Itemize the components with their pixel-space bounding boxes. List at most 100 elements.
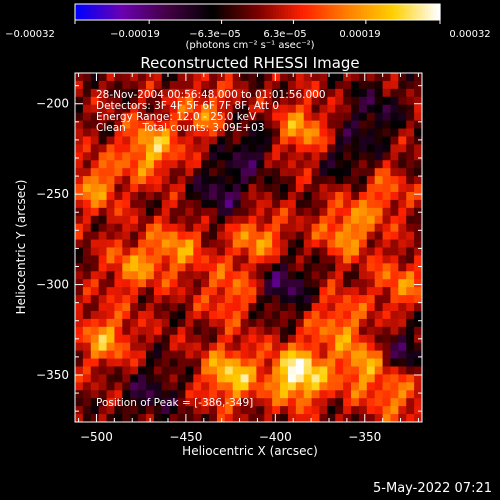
heatmap-cell (209, 326, 218, 336)
heatmap-cell (201, 112, 210, 122)
heatmap-cell (185, 263, 194, 272)
heatmap-cell (343, 318, 352, 328)
heatmap-cell (122, 136, 131, 145)
heatmap-cell (232, 334, 242, 344)
heatmap-cell (161, 231, 171, 241)
heatmap-cell (240, 358, 249, 367)
heatmap-cell (130, 231, 139, 241)
heatmap-cell (153, 88, 163, 98)
heatmap-cell (280, 303, 289, 312)
heatmap-cell (201, 191, 210, 201)
heatmap-cell (193, 263, 202, 272)
heatmap-cell (351, 310, 360, 320)
heatmap-cell (335, 318, 344, 328)
heatmap-cell (382, 231, 391, 241)
heatmap-cell (335, 398, 344, 407)
heatmap-cell (98, 414, 108, 423)
heatmap-cell (287, 184, 297, 193)
heatmap-cell (130, 390, 139, 399)
heatmap-cell (153, 128, 163, 137)
heatmap-cell (374, 207, 384, 217)
heatmap-cell (335, 168, 344, 177)
heatmap-cell (185, 176, 194, 185)
heatmap-cell (366, 334, 376, 344)
heatmap-cell (201, 350, 210, 360)
heatmap-cell (216, 80, 226, 90)
heatmap-cell (98, 358, 108, 367)
heatmap-cell (366, 88, 376, 98)
x-tick-label: −400 (259, 430, 292, 444)
heatmap-cell (398, 366, 407, 375)
heatmap-cell (319, 168, 328, 177)
colorbar-segment (260, 4, 265, 20)
heatmap-cell (122, 152, 131, 161)
heatmap-cell (98, 152, 108, 161)
heatmap-cell (343, 160, 352, 169)
colorbar-segment (160, 4, 164, 20)
heatmap-cell (232, 374, 242, 383)
heatmap-cell (248, 160, 257, 169)
heatmap-cell (272, 144, 281, 153)
heatmap-cell (264, 271, 273, 280)
heatmap-cell (114, 247, 123, 256)
heatmap-cell (82, 358, 92, 367)
heatmap-cell (248, 176, 257, 185)
heatmap-cell (303, 334, 313, 344)
heatmap-cell (98, 334, 108, 344)
heatmap-cell (398, 287, 407, 296)
heatmap-cell (398, 191, 407, 201)
heatmap-cell (303, 295, 313, 304)
heatmap-cell (161, 160, 171, 169)
heatmap-cell (185, 271, 194, 280)
heatmap-cell (351, 318, 360, 328)
heatmap-cell (122, 414, 131, 423)
heatmap-cell (161, 120, 171, 130)
heatmap-cell (201, 326, 210, 336)
heatmap-cell (406, 80, 415, 90)
heatmap-cell (358, 144, 368, 153)
heatmap-cell (122, 247, 131, 256)
heatmap-cell (193, 80, 202, 90)
heatmap-cell (201, 128, 210, 137)
heatmap-cell (319, 136, 328, 145)
heatmap-cell (201, 144, 210, 153)
heatmap-cell (335, 263, 344, 272)
heatmap-cell (240, 374, 249, 383)
heatmap-cell (90, 366, 100, 375)
heatmap-cell (390, 310, 399, 320)
heatmap-cell (177, 414, 186, 423)
heatmap-cell (82, 144, 92, 153)
heatmap-cell (272, 374, 281, 383)
colorbar-segment (324, 4, 329, 20)
heatmap-cell (240, 112, 249, 122)
heatmap-cell (224, 96, 234, 106)
heatmap-cell (382, 176, 391, 185)
heatmap-cell (390, 334, 399, 344)
heatmap-cell (122, 168, 131, 177)
colorbar-segment (93, 4, 97, 20)
heatmap-cell (335, 191, 344, 201)
heatmap-cell (414, 215, 423, 225)
heatmap-cell (98, 191, 108, 201)
heatmap-cell (161, 382, 171, 391)
heatmap-cell (114, 414, 123, 423)
heatmap-cell (358, 207, 368, 217)
colorbar-segment (318, 4, 322, 20)
heatmap-cell (224, 215, 234, 225)
colorbar-segment (406, 4, 411, 20)
heatmap-cell (256, 326, 265, 336)
heatmap-cell (138, 366, 147, 375)
heatmap-cell (161, 255, 171, 264)
heatmap-cell (193, 342, 202, 352)
heatmap-cell (232, 176, 242, 185)
heatmap-cell (351, 176, 360, 185)
heatmap-cell (390, 191, 399, 201)
heatmap-cell (311, 80, 320, 90)
heatmap-cell (319, 255, 328, 264)
colorbar-segment (290, 4, 295, 20)
heatmap-cell (382, 207, 391, 217)
heatmap-cell (374, 104, 384, 114)
heatmap-cell (114, 239, 123, 248)
heatmap-cell (75, 287, 84, 296)
heatmap-cell (216, 168, 226, 177)
